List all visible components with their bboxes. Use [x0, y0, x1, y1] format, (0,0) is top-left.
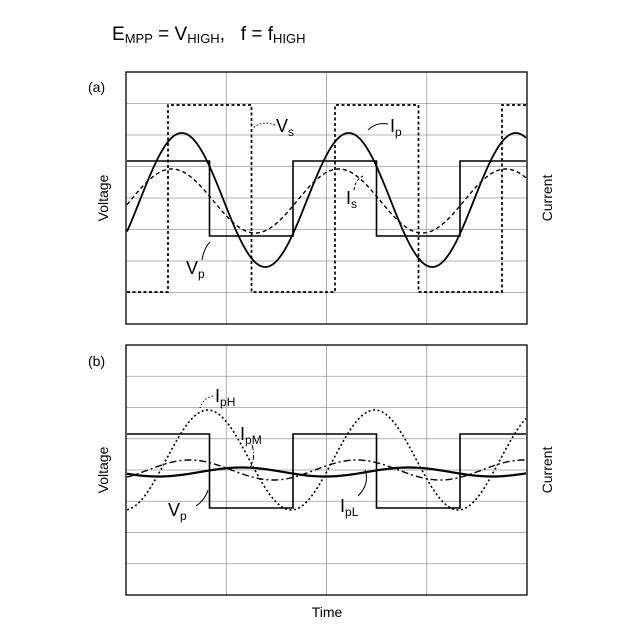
- panel-a-ylabel-left: Voltage: [95, 174, 111, 221]
- label-is: Is: [346, 188, 357, 211]
- label-iph: IpH: [215, 386, 235, 409]
- leader-iph: [200, 396, 213, 408]
- panel-b-grid: [126, 345, 527, 595]
- label-ipm: IpM: [240, 424, 262, 447]
- leader-vp-a: [202, 242, 210, 260]
- header-sub-v: HIGH: [187, 31, 220, 46]
- leader-ip-a: [368, 124, 388, 130]
- label-vs: Vs: [276, 116, 294, 139]
- header-sub-f: HIGH: [273, 31, 306, 46]
- panel-b-tag: (b): [88, 353, 105, 369]
- label-ipl: IpL: [340, 496, 359, 519]
- figure-header: EMPP = VHIGH, f = fHIGH: [112, 24, 306, 46]
- panel-a-ylabel-right: Current: [539, 175, 555, 222]
- leader-ipm: [250, 445, 254, 468]
- panel-a-tag: (a): [88, 79, 105, 95]
- leader-is: [354, 176, 363, 190]
- x-axis-label: Time: [312, 604, 343, 620]
- label-vp-a: Vp: [186, 258, 205, 281]
- leader-vs: [253, 123, 275, 128]
- leader-vp-b: [196, 490, 208, 506]
- label-ip-a: Ip: [390, 116, 402, 139]
- header-sub-e: MPP: [125, 31, 153, 46]
- label-vp-b: Vp: [168, 500, 187, 523]
- panel-b: (b) Voltage Current IpH IpM IpL Vp: [88, 345, 555, 595]
- panel-a: (a) Voltage Current Vs Ip Is Vp: [88, 72, 555, 324]
- panel-b-ylabel-right: Current: [539, 447, 555, 494]
- panel-b-ylabel-left: Voltage: [95, 446, 111, 493]
